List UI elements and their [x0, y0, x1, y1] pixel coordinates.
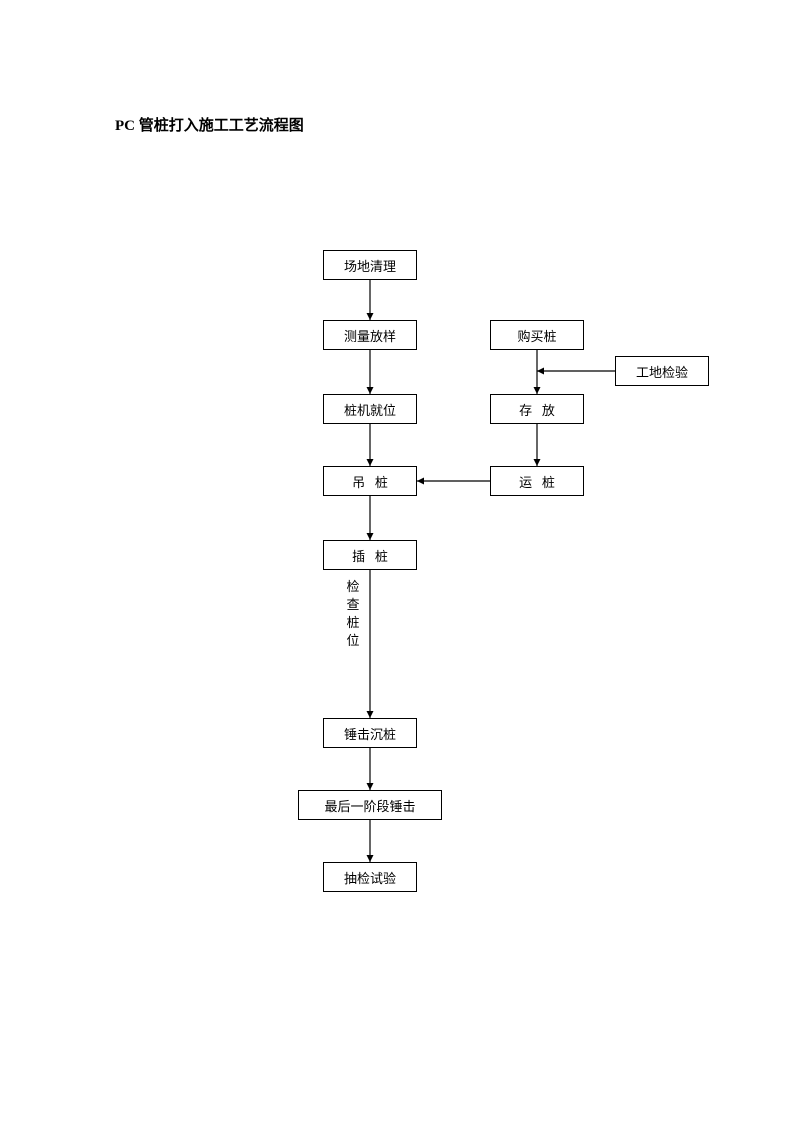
page-title: PC 管桩打入施工工艺流程图: [115, 114, 304, 135]
node-survey: 测量放样: [323, 320, 417, 350]
edge-label-check-pile-pos: 检 查 桩 位: [346, 578, 360, 650]
node-insert-pile: 插 桩: [323, 540, 417, 570]
node-final-hammer: 最后一阶段锤击: [298, 790, 442, 820]
node-site-clear: 场地清理: [323, 250, 417, 280]
node-buy-pile: 购买桩: [490, 320, 584, 350]
node-store: 存 放: [490, 394, 584, 424]
node-machine-pos: 桩机就位: [323, 394, 417, 424]
node-hammer-sink: 锤击沉桩: [323, 718, 417, 748]
node-site-inspect: 工地检验: [615, 356, 709, 386]
node-sample-test: 抽检试验: [323, 862, 417, 892]
node-hoist-pile: 吊 桩: [323, 466, 417, 496]
node-transport: 运 桩: [490, 466, 584, 496]
